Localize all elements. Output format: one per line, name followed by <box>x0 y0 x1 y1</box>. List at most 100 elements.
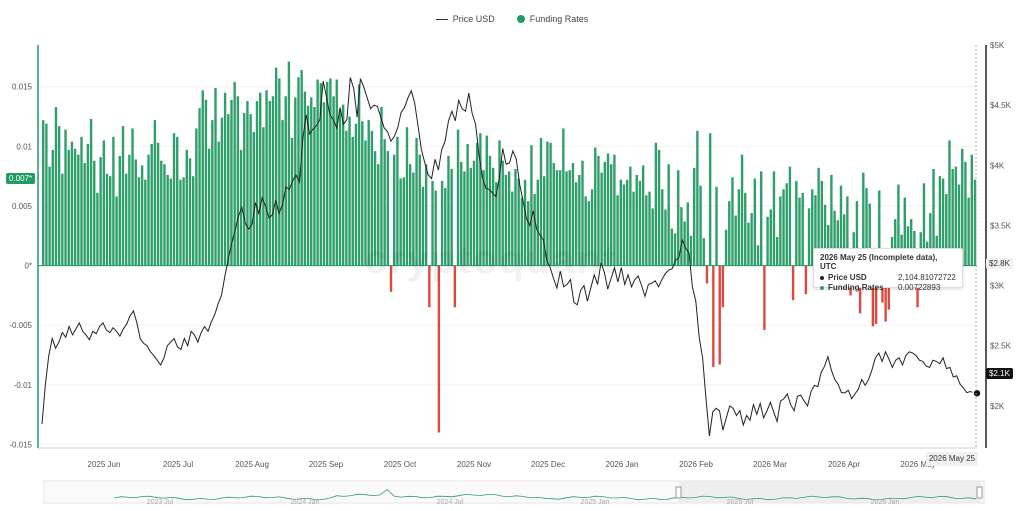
funding-bar <box>440 180 444 266</box>
funding-bar <box>862 172 865 266</box>
funding-bar <box>673 233 677 266</box>
funding-bar <box>855 201 859 266</box>
funding-bar <box>86 143 90 266</box>
funding-bar <box>578 174 581 266</box>
navigator-selection <box>679 481 981 503</box>
funding-bar <box>766 216 769 266</box>
funding-bar <box>96 192 99 266</box>
funding-bar <box>967 197 970 266</box>
funding-bar <box>233 81 236 266</box>
funding-bar <box>357 84 361 266</box>
funding-bar <box>750 213 753 266</box>
navigator-label: 2025 Jul <box>727 499 754 506</box>
funding-bar <box>606 153 610 266</box>
funding-bar <box>131 128 134 266</box>
funding-bar <box>699 185 702 266</box>
funding-bar <box>667 164 670 266</box>
y-left-tick-label: 0.01 <box>16 142 32 151</box>
funding-bar <box>348 116 351 266</box>
funding-bar <box>871 265 875 327</box>
funding-bar <box>377 164 380 266</box>
funding-bar <box>460 161 463 266</box>
funding-bar <box>271 96 275 266</box>
funding-bar <box>54 107 58 266</box>
funding-bar <box>182 177 185 266</box>
funding-bar <box>909 219 913 266</box>
funding-bar <box>645 195 648 266</box>
funding-bar <box>345 130 348 266</box>
funding-bar <box>61 173 64 266</box>
funding-bar <box>641 165 645 266</box>
funding-bar <box>434 190 437 266</box>
funding-bar <box>453 265 457 308</box>
funding-bar <box>603 161 607 266</box>
funding-bar <box>954 166 958 266</box>
funding-bar <box>147 154 150 266</box>
funding-bar <box>265 90 268 266</box>
funding-bar <box>223 92 227 266</box>
x-tick-label: 2025 Oct <box>384 460 417 469</box>
y-right-tick-label: $4.5K <box>990 101 1012 110</box>
funding-bar <box>664 209 667 266</box>
funding-bar <box>482 170 485 266</box>
price-hover-point <box>972 388 982 399</box>
funding-bar <box>431 180 434 266</box>
funding-bar <box>498 140 501 266</box>
funding-bar <box>351 136 354 266</box>
y-left-tick-label: 0.015 <box>12 83 33 92</box>
funding-bar <box>801 192 804 266</box>
funding-bar <box>878 190 881 266</box>
tooltip-row-price: Price USD 2,104.81072722 <box>820 273 956 283</box>
funding-bar <box>255 101 259 266</box>
funding-bar <box>364 140 367 266</box>
funding-bar <box>635 174 638 266</box>
funding-bar <box>686 202 689 266</box>
funding-bar <box>479 133 482 266</box>
legend-item-price[interactable]: Price USD <box>435 14 495 24</box>
funding-bar <box>456 129 460 266</box>
funding-bar <box>721 265 725 308</box>
funding-bar <box>874 265 878 324</box>
funding-bar <box>906 226 910 266</box>
funding-bar <box>734 215 737 266</box>
tooltip-price-label: Price USD <box>828 273 867 282</box>
funding-bar <box>491 167 495 266</box>
funding-bar <box>89 118 93 266</box>
navigator-series <box>113 489 977 501</box>
x-tick-label: 2025 Sep <box>309 460 344 469</box>
funding-bar <box>466 143 469 266</box>
funding-bar <box>788 166 792 266</box>
funding-bar <box>798 197 801 266</box>
funding-bar <box>153 120 157 266</box>
funding-bar <box>661 189 664 266</box>
funding-bar <box>597 155 600 266</box>
funding-bar <box>437 265 441 433</box>
navigator-handle-right[interactable] <box>976 486 983 499</box>
legend-item-funding[interactable]: Funding Rates <box>516 14 588 24</box>
funding-bar <box>520 197 524 266</box>
legend-label-price: Price USD <box>452 14 495 24</box>
tooltip-funding-value: 0.00722893 <box>898 283 941 292</box>
funding-bar <box>804 265 808 295</box>
navigator-handle-left[interactable] <box>675 486 682 499</box>
funding-bar <box>262 127 265 266</box>
funding-bar <box>769 209 772 266</box>
funding-bar <box>51 149 54 266</box>
funding-bar <box>252 132 256 266</box>
funding-bar <box>970 154 974 266</box>
funding-bar <box>370 130 374 266</box>
funding-bar <box>973 179 977 266</box>
funding-bar <box>807 208 811 266</box>
funding-bar <box>546 141 549 266</box>
funding-bar <box>811 189 814 266</box>
x-hover-label: 2026 May 25 <box>926 452 978 466</box>
hover-tooltip: 2026 May 25 (Incomplete data), UTC Price… <box>813 248 963 292</box>
funding-bar <box>814 195 817 266</box>
funding-bar <box>897 184 900 266</box>
funding-bar <box>938 176 942 266</box>
right-hover-badge: $2.8K <box>986 258 1013 269</box>
funding-bar <box>692 167 696 266</box>
funding-bar <box>172 133 176 266</box>
x-tick-label: 2026 Apr <box>828 460 860 469</box>
x-tick-label: 2026 Feb <box>679 460 713 469</box>
